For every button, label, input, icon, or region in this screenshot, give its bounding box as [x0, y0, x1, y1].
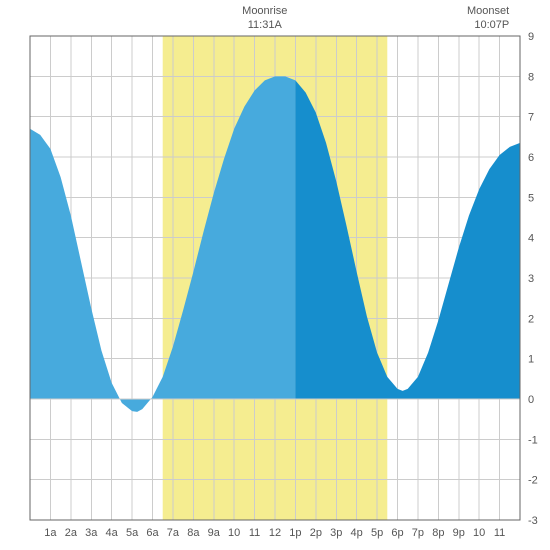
x-tick-label: 1a	[44, 527, 57, 539]
x-tick-label: 9a	[208, 527, 221, 539]
y-tick-label: 3	[528, 273, 534, 285]
x-tick-label: 12	[269, 527, 281, 539]
x-tick-label: 6a	[146, 527, 159, 539]
y-tick-label: 2	[528, 313, 534, 325]
x-tick-label: 11	[249, 527, 260, 539]
y-tick-label: 5	[528, 192, 534, 204]
x-tick-label: 11	[494, 527, 505, 539]
x-tick-label: 7p	[412, 527, 424, 539]
tide-chart: Moonrise 11:31A Moonset 10:07P -3-2-1012…	[0, 0, 550, 550]
y-tick-label: -1	[528, 434, 538, 446]
moonrise-time: 11:31A	[235, 18, 295, 32]
moonset-time: 10:07P	[467, 18, 509, 32]
x-tick-label: 9p	[453, 527, 465, 539]
y-tick-label: -3	[528, 515, 538, 527]
x-tick-label: 3p	[330, 527, 342, 539]
y-tick-label: 0	[528, 394, 534, 406]
x-tick-label: 1p	[289, 527, 301, 539]
y-tick-label: 8	[528, 71, 534, 83]
x-tick-label: 4p	[351, 527, 363, 539]
y-tick-label: 7	[528, 112, 534, 124]
x-tick-label: 2a	[65, 527, 78, 539]
x-tick-label: 10	[473, 527, 485, 539]
y-tick-label: -2	[528, 475, 538, 487]
x-tick-label: 7a	[167, 527, 180, 539]
x-tick-label: 5a	[126, 527, 139, 539]
x-tick-label: 3a	[85, 527, 98, 539]
moonset-label: Moonset	[467, 4, 509, 18]
chart-svg: -3-2-101234567891a2a3a4a5a6a7a8a9a101112…	[0, 0, 550, 550]
x-tick-label: 5p	[371, 527, 383, 539]
y-tick-label: 1	[528, 354, 534, 366]
x-tick-label: 2p	[310, 527, 322, 539]
x-tick-label: 8a	[187, 527, 200, 539]
moonrise-annotation: Moonrise 11:31A	[235, 4, 295, 33]
y-tick-label: 9	[528, 31, 534, 43]
x-tick-label: 6p	[391, 527, 403, 539]
moonrise-label: Moonrise	[235, 4, 295, 18]
y-tick-label: 4	[528, 233, 534, 245]
y-tick-label: 6	[528, 152, 534, 164]
x-tick-label: 8p	[432, 527, 444, 539]
x-tick-label: 4a	[106, 527, 119, 539]
x-tick-label: 10	[228, 527, 240, 539]
moonset-annotation: Moonset 10:07P	[467, 4, 509, 33]
